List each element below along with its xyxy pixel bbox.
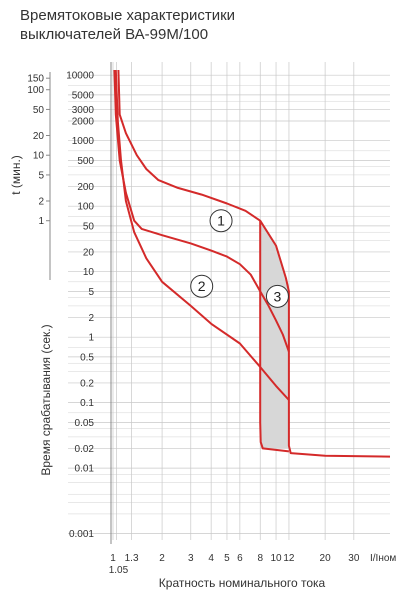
minutes-tick-label: 100 <box>27 85 44 96</box>
minutes-tick-label: 5 <box>38 170 44 181</box>
y-tick-label: 1 <box>88 333 94 344</box>
chart-title-line1: Времятоковые характеристики <box>20 7 236 24</box>
y-tick-label: 0.02 <box>75 444 95 455</box>
curve-marker-circle-3 <box>265 284 289 308</box>
y-tick-label: 100 <box>77 202 94 213</box>
x-tick-label: 30 <box>348 553 360 564</box>
axes: 1000050003000200010005002001005020105210… <box>27 62 360 576</box>
curve-markers: 1 2 3 <box>190 209 289 308</box>
x-tick-label: 12 <box>283 553 295 564</box>
x-axis-title: Кратность номинального тока <box>159 576 326 590</box>
y-tick-label: 20 <box>83 247 95 258</box>
y-tick-label: 50 <box>83 221 95 232</box>
x-axis-unit: I/Iном <box>370 553 396 564</box>
y-tick-label: 200 <box>77 182 94 193</box>
x-tick-label: 1.3 <box>125 553 139 564</box>
minutes-tick-label: 10 <box>33 151 45 162</box>
y-tick-label: 0.05 <box>75 418 95 429</box>
y-tick-label: 0.01 <box>75 464 95 475</box>
shaded-region <box>260 220 289 449</box>
minutes-tick-label: 50 <box>33 105 45 116</box>
minutes-tick-label: 20 <box>33 131 45 142</box>
y-axis-title-minutes: t (мин.) <box>9 155 23 195</box>
x-tick-label: 4 <box>208 553 214 564</box>
curve-marker-label-2: 2 <box>198 278 206 294</box>
x-tick-label: 20 <box>320 553 332 564</box>
y-tick-label: 500 <box>77 156 94 167</box>
curve-marker-circle-1 <box>209 209 233 233</box>
x-tick-label: 1 <box>110 553 116 564</box>
y-tick-label: 0.001 <box>69 529 94 540</box>
x-tick-label: 8 <box>257 553 263 564</box>
curve-marker-label-1: 1 <box>217 213 225 229</box>
y-tick-label: 0.5 <box>80 352 94 363</box>
minutes-tick-label: 1 <box>38 216 44 227</box>
chart-title-line2: выключателей ВА-99М/100 <box>20 26 209 43</box>
y-tick-label: 10000 <box>66 71 94 82</box>
y-tick-label: 5000 <box>72 90 95 101</box>
y-tick-label: 1000 <box>72 136 95 147</box>
x-tick-label: 6 <box>237 553 243 564</box>
minutes-tick-label: 2 <box>38 196 44 207</box>
y-tick-label: 2000 <box>72 116 95 127</box>
x-tick-label: 10 <box>270 553 282 564</box>
y-tick-label: 5 <box>88 287 94 298</box>
minutes-tick-label: 150 <box>27 74 44 85</box>
y-tick-label: 10 <box>83 267 95 278</box>
grid <box>68 62 390 540</box>
y-axis-title-seconds: Время срабатывания (сек.) <box>39 324 53 475</box>
y-tick-label: 2 <box>88 313 94 324</box>
x-tick-label: 1.05 <box>109 565 129 576</box>
trip-zone-shade <box>260 220 289 449</box>
series-group <box>113 69 391 458</box>
y-tick-label: 3000 <box>72 105 95 116</box>
series-line-1 <box>117 69 290 409</box>
curve-marker-label-3: 3 <box>274 288 282 304</box>
y-tick-label: 0.2 <box>80 378 94 389</box>
x-tick-label: 2 <box>159 553 165 564</box>
series-line-4 <box>259 220 290 453</box>
curve-marker-circle-2 <box>190 274 214 298</box>
y-tick-label: 0.1 <box>80 398 94 409</box>
x-tick-label: 3 <box>188 553 194 564</box>
series-line-5 <box>287 409 391 458</box>
x-tick-label: 5 <box>224 553 230 564</box>
